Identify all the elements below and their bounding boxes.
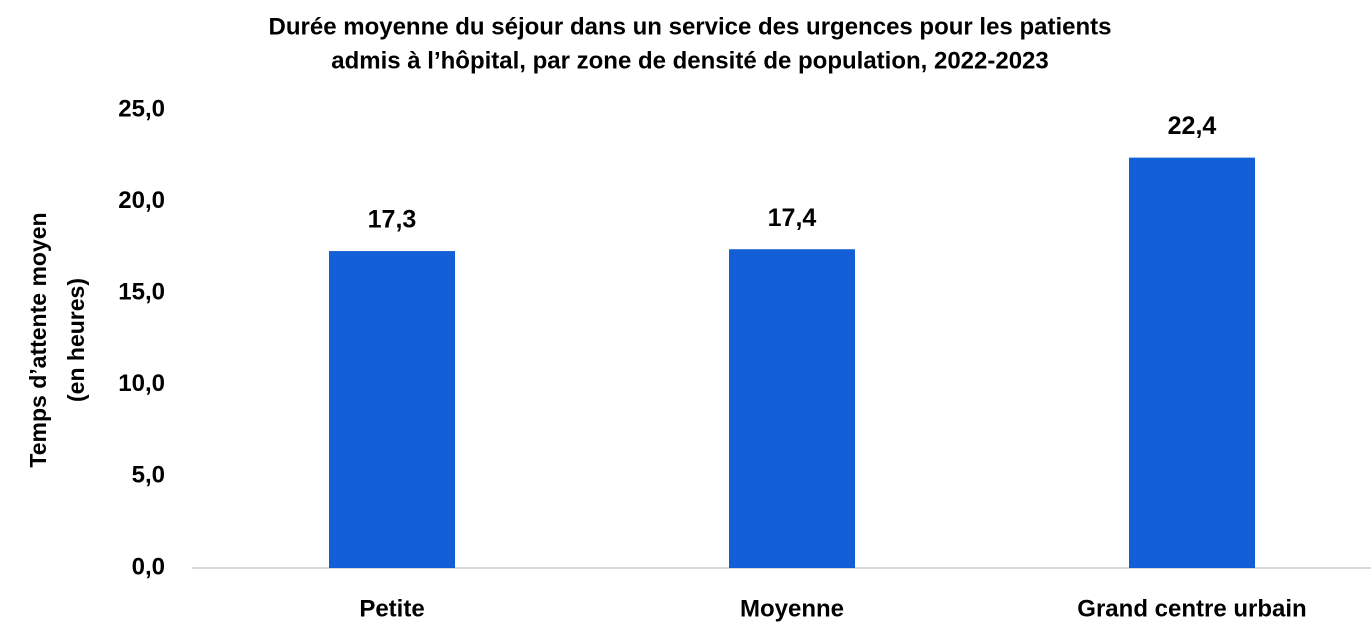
y-tick-label: 25,0 bbox=[118, 95, 165, 122]
x-tick-label: Grand centre urbain bbox=[1077, 595, 1306, 622]
chart-title: admis à l’hôpital, par zone de densité d… bbox=[331, 47, 1049, 74]
x-tick-label: Moyenne bbox=[740, 595, 844, 622]
chart-title: Durée moyenne du séjour dans un service … bbox=[269, 13, 1112, 40]
y-axis-label-line: Temps d’attente moyen bbox=[25, 212, 51, 467]
bar bbox=[329, 251, 455, 568]
data-label: 22,4 bbox=[1168, 112, 1217, 140]
data-label: 17,3 bbox=[368, 206, 417, 234]
y-tick-label: 5,0 bbox=[132, 462, 165, 489]
bar bbox=[729, 249, 855, 568]
y-axis-label: Temps d’attente moyen (en heures) bbox=[25, 212, 89, 467]
y-tick-label: 15,0 bbox=[118, 279, 165, 306]
y-axis-label-line: (en heures) bbox=[63, 278, 89, 402]
y-tick-label: 0,0 bbox=[132, 553, 165, 580]
bar bbox=[1129, 157, 1255, 568]
x-tick-label: Petite bbox=[359, 595, 424, 622]
data-label: 17,4 bbox=[768, 204, 817, 232]
y-tick-label: 10,0 bbox=[118, 370, 165, 397]
y-tick-label: 20,0 bbox=[118, 187, 165, 214]
